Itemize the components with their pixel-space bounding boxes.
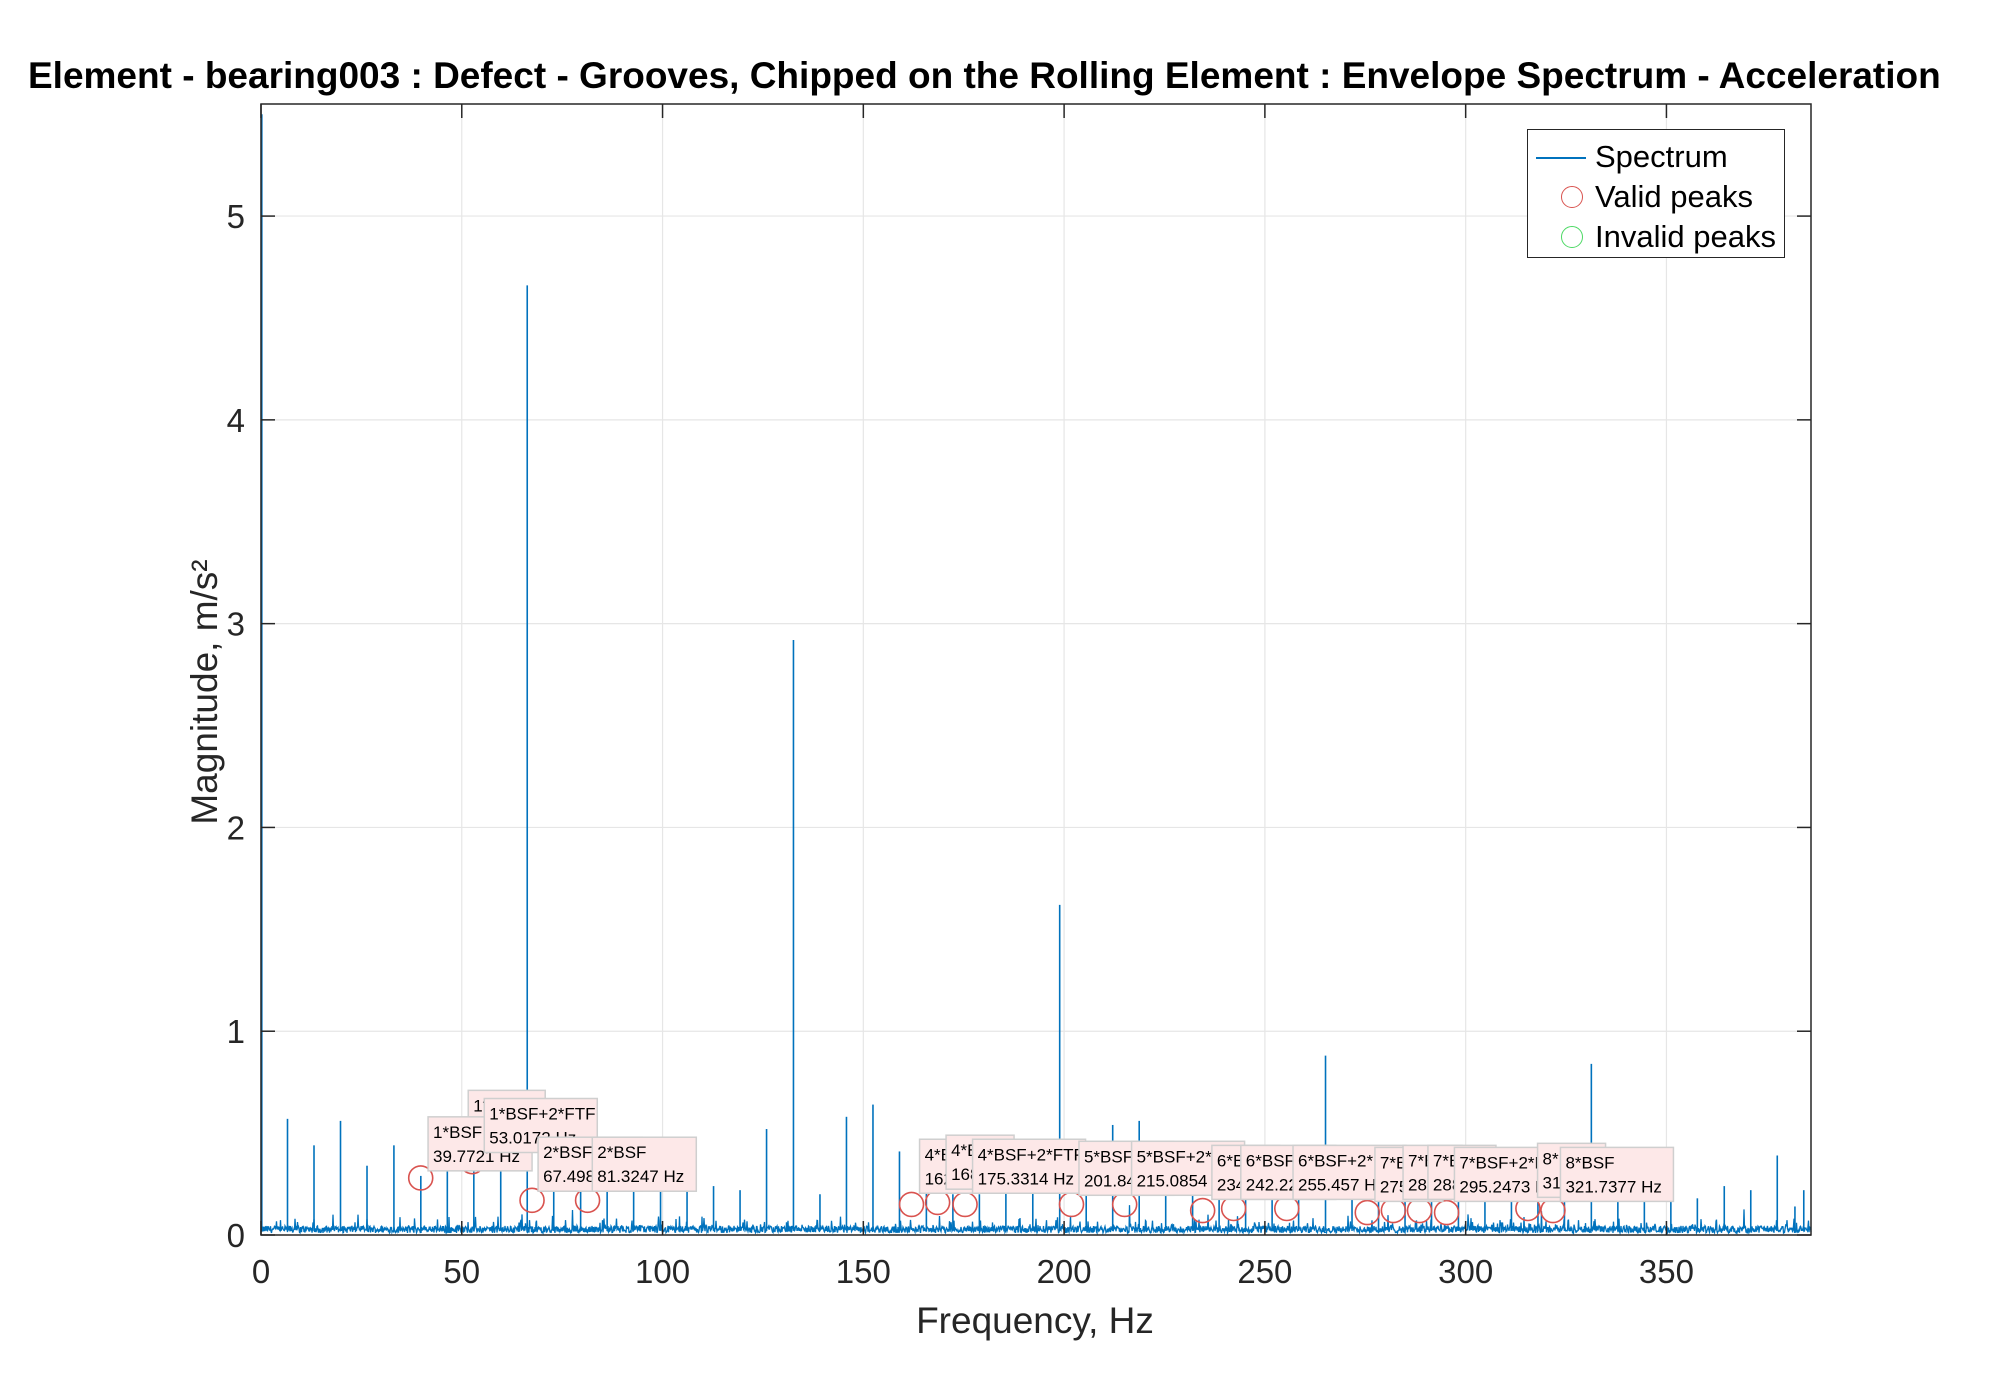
legend-label: Spectrum [1595,139,1728,174]
peak-label-name: 4*BSF+2*FTF [978,1145,1084,1164]
x-tick-label: 200 [1037,1253,1092,1290]
peak-label-name: 8*BSF [1565,1153,1614,1172]
x-axis-label: Frequency, Hz [916,1300,1154,1341]
peak-label-name: 2*BSF [597,1143,646,1162]
chart-title: Element - bearing003 : Defect - Grooves,… [28,55,1941,96]
valid-peak-marker [1354,1199,1381,1226]
peak-label-name: 1*BSF [433,1123,482,1142]
x-tick-label: 150 [836,1253,891,1290]
peak-label: 4*BSF+2*FTF 175.3314 Hz [971,1138,1087,1195]
y-axis-label: Magnitude, m/s² [184,559,225,825]
legend-label: Valid peaks [1595,179,1753,214]
spectrum-line-swatch [1536,157,1586,159]
legend: Spectrum Valid peaks Invalid peaks [1527,129,1785,258]
peak-label: 2*BSF 81.3247 Hz [591,1136,698,1192]
peak-label-name: 1*BSF+2*FTF [489,1105,595,1124]
x-tick-label: 0 [252,1253,270,1290]
peak-label-frequency: 81.3247 Hz [597,1167,684,1186]
axes-box [260,103,1812,1236]
peak-label-frequency: 255.457 Hz [1298,1175,1385,1194]
y-tick-label: 0 [227,1217,245,1254]
valid-peak-circle-icon [1561,186,1583,208]
plot-area [261,104,1811,1235]
valid-peak-marker [1433,1199,1460,1226]
grid-lines [260,104,1811,1236]
x-tick-label: 350 [1639,1253,1694,1290]
peak-label-box [591,1136,698,1192]
y-tick-label: 5 [227,198,245,235]
axes-frame [260,103,1812,1236]
peak-label-name: 2*BSF [543,1143,592,1162]
legend-item-invalid-peaks: Invalid peaks [1528,218,1786,256]
valid-peak-marker [1189,1197,1216,1224]
peak-label: 8*BSF 321.7377 Hz [1559,1146,1675,1203]
peak-label-frequency: 295.2473 Hz [1459,1177,1555,1196]
spectrum-noise-floor [260,1205,1812,1236]
peak-label-box [971,1138,1087,1195]
tick-labels: 0 50 100 150 200 250 300 350 0 1 2 3 4 5 [227,198,1694,1290]
x-tick-label: 50 [443,1253,480,1290]
y-tick-label: 3 [227,606,245,643]
legend-item-valid-peaks: Valid peaks [1528,178,1786,216]
valid-peak-marker [898,1191,925,1218]
y-tick-label: 4 [227,402,245,439]
peak-label-name: 5*BSF [1084,1147,1133,1166]
peak-label-box [1559,1146,1675,1203]
y-tick-label: 1 [227,1013,245,1050]
x-tick-label: 300 [1438,1253,1493,1290]
x-tick-label: 100 [635,1253,690,1290]
valid-peak-marker [519,1187,545,1214]
peak-label-frequency: 175.3314 Hz [978,1169,1074,1188]
valid-peak-marker [407,1165,434,1191]
y-tick-label: 2 [227,809,245,846]
x-tick-label: 250 [1237,1253,1292,1290]
peak-label-name: 6*BSF [1246,1151,1295,1170]
peak-label-frequency: 321.7377 Hz [1565,1177,1661,1196]
legend-label: Invalid peaks [1595,219,1776,254]
peak-label-frequency: 215.0854 Hz [1137,1171,1233,1190]
invalid-peak-circle-icon [1561,226,1583,248]
legend-item-spectrum: Spectrum [1528,138,1786,176]
